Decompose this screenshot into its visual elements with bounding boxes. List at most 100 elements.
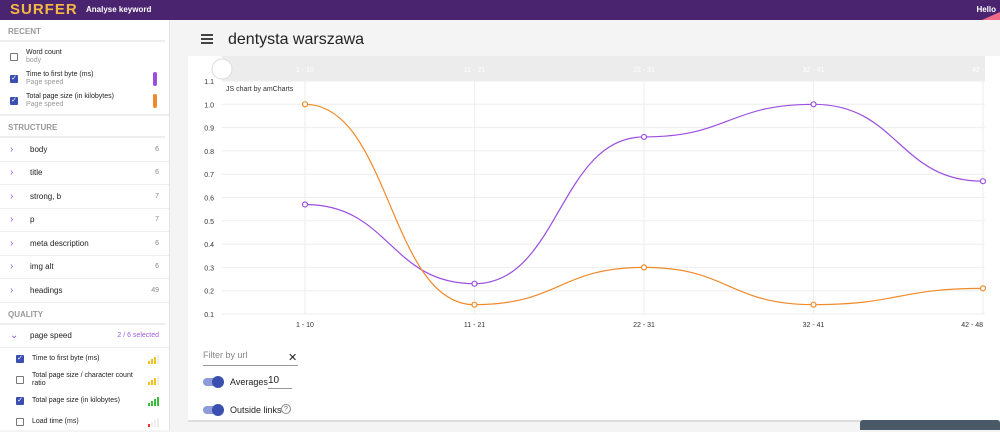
chevron-down-icon: ⌄ (10, 330, 19, 342)
structure-item[interactable]: › body 6 (0, 138, 169, 162)
data-point[interactable] (979, 178, 987, 185)
recent-label: Total page size (in kilobytes) (26, 93, 114, 100)
structure-item[interactable]: › img alt 6 (0, 256, 169, 279)
section-structure: STRUCTURE (0, 116, 165, 138)
recent-item[interactable]: ✓ Total page size (in kilobytes) Page spee… (0, 90, 169, 112)
recent-label: Word count (26, 49, 62, 56)
checkbox[interactable] (16, 417, 24, 426)
structure-item[interactable]: › headings 49 (0, 279, 169, 303)
y-tick-label: 0.7 (204, 172, 214, 179)
selected-count: 2 / 6 selected (117, 332, 159, 340)
data-point[interactable] (810, 301, 817, 308)
structure-count: 7 (155, 192, 159, 200)
signal-icon (148, 354, 159, 364)
x-tick-label: 42 - 48 (961, 322, 983, 329)
y-tick-label: 1.0 (204, 102, 214, 109)
scrollbar-category-label: 32 - 41 (803, 67, 825, 74)
chevron-right-icon: › (10, 284, 14, 296)
data-point[interactable] (810, 101, 817, 108)
quality-item[interactable]: Total page size / character count ratio (0, 369, 169, 390)
recent-label: Time to first byte (ms) (26, 71, 94, 78)
recent-item[interactable]: ✓ Time to first byte (ms) Page speed (0, 68, 169, 90)
structure-label: img alt (30, 262, 54, 272)
series-color-bar (153, 94, 157, 108)
structure-count: 6 (155, 169, 159, 177)
chevron-right-icon: › (10, 261, 14, 273)
y-tick-label: 0.6 (204, 196, 214, 203)
logo[interactable]: SURFER (10, 1, 78, 18)
filter-placeholder: Filter by url (203, 350, 248, 360)
data-point[interactable] (640, 133, 648, 141)
x-tick-label: 1 - 10 (296, 322, 314, 329)
structure-item[interactable]: › title 6 (0, 162, 169, 185)
filter-url-input[interactable]: Filter by url (203, 350, 298, 366)
corner-decoration (982, 12, 1000, 20)
structure-item[interactable]: › p 7 (0, 209, 169, 232)
structure-count: 49 (151, 286, 159, 294)
structure-count: 6 (155, 239, 159, 247)
data-point[interactable] (301, 201, 309, 208)
series-line (304, 103, 984, 285)
help-icon[interactable]: ? (281, 404, 291, 414)
page-title: dentysta warszawa (228, 31, 365, 48)
outside-links-toggle[interactable] (203, 404, 224, 416)
user-greeting[interactable]: Hello (976, 5, 996, 14)
bottom-panel-tab[interactable] (860, 420, 1000, 430)
structure-label: strong, b (30, 191, 62, 201)
scrollbar-category-label: 1 - 10 (296, 67, 314, 74)
structure-item[interactable]: › strong, b 7 (0, 185, 169, 209)
chart-card: 1.1 1.0 0.9 0.8 0.7 0.6 0.5 0.4 0.3 0.2 0.1 1 - 10 1… (188, 56, 1000, 422)
checkbox[interactable]: ✓ (16, 396, 24, 405)
quality-label: Total page size (in kilobytes) (32, 396, 120, 404)
quality-item[interactable]: Load time (ms) (0, 411, 169, 432)
checkbox[interactable]: ✓ (10, 97, 18, 105)
chevron-right-icon: › (10, 237, 14, 249)
signal-icon (148, 375, 159, 385)
quality-item[interactable]: ✓ Time to first byte (ms) (0, 348, 169, 369)
clear-filter-icon[interactable]: ✕ (288, 352, 298, 364)
structure-label: title (30, 168, 43, 178)
series-color-bar (153, 72, 157, 86)
structure-label: body (30, 144, 48, 154)
scrollbar-category-label: 11 - 21 (464, 67, 485, 74)
averages-label: Averages (230, 377, 268, 387)
data-point[interactable] (979, 285, 987, 292)
averages-input[interactable]: 10 (268, 375, 292, 389)
y-tick-label: 0.5 (204, 219, 214, 226)
nav-analyse-keyword[interactable]: Analyse keyword (86, 5, 152, 14)
quality-item[interactable]: ✓ Total page size (in kilobytes) (0, 390, 169, 411)
checkbox[interactable]: ✓ (16, 354, 24, 363)
scrollbar-grip[interactable] (211, 58, 233, 80)
data-point[interactable] (301, 101, 309, 108)
series-line (304, 103, 984, 306)
scrollbar[interactable] (222, 56, 985, 81)
group-label: page speed (30, 331, 72, 341)
data-point[interactable] (471, 301, 478, 308)
group-page-speed[interactable]: ⌄ page speed 2 / 6 selected (0, 325, 169, 348)
checkbox[interactable] (16, 375, 24, 384)
scrollbar-category-label: 22 - 31 (633, 67, 655, 74)
chevron-right-icon: › (10, 214, 14, 226)
data-point[interactable] (640, 264, 648, 271)
recent-sub: Page speed (26, 79, 64, 86)
checkbox[interactable]: ✓ (10, 75, 18, 83)
data-point[interactable] (471, 280, 478, 287)
recent-item[interactable]: Word count body (0, 46, 169, 68)
y-tick-label: 0.3 (204, 265, 214, 272)
sidebar: RECENT Word count body ✓ Time to first byte… (0, 20, 170, 430)
x-tick-label: 11 - 21 (464, 322, 485, 329)
structure-item[interactable]: › meta description 6 (0, 232, 169, 256)
structure-count: 6 (155, 145, 159, 153)
chevron-right-icon: › (10, 143, 14, 155)
outside-links-label: Outside links (230, 405, 282, 415)
menu-icon[interactable] (201, 34, 213, 46)
section-recent: RECENT (0, 20, 165, 42)
signal-icon (148, 417, 159, 427)
y-tick-label: 0.1 (204, 312, 214, 319)
averages-toggle[interactable] (203, 376, 224, 388)
recent-sub: Page speed (26, 101, 64, 108)
y-tick-label: 0.2 (204, 289, 214, 296)
y-tick-label: 0.4 (204, 242, 214, 249)
checkbox[interactable] (10, 53, 18, 61)
structure-count: 7 (155, 216, 159, 224)
